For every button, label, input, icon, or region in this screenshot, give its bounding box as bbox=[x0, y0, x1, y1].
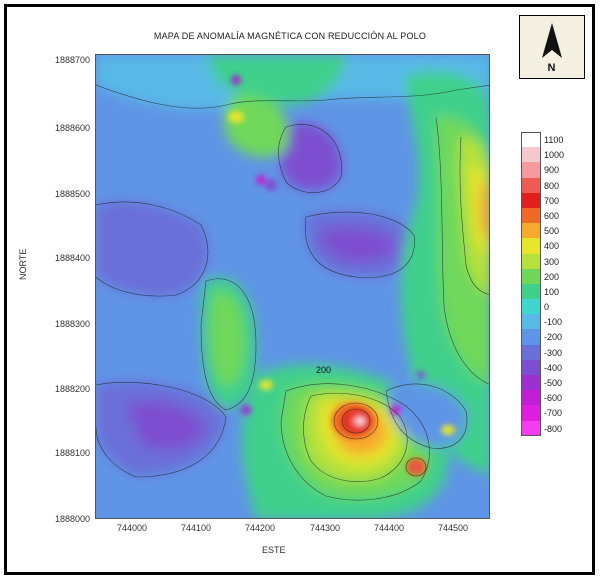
legend-swatch bbox=[521, 268, 541, 284]
legend-swatch bbox=[521, 147, 541, 163]
legend-label: 600 bbox=[544, 210, 560, 221]
legend-label: -200 bbox=[544, 332, 563, 343]
legend-label: 1000 bbox=[544, 150, 565, 161]
legend-swatch bbox=[521, 253, 541, 269]
legend-label: 500 bbox=[544, 226, 560, 237]
x-tick-label: 744100 bbox=[180, 523, 212, 533]
legend-swatch bbox=[521, 223, 541, 239]
legend-swatch bbox=[521, 420, 541, 436]
legend-label: 200 bbox=[544, 271, 560, 282]
legend-label: -600 bbox=[544, 393, 563, 404]
legend-label: 100 bbox=[544, 286, 560, 297]
legend-swatch bbox=[521, 405, 541, 421]
legend-label: 1100 bbox=[544, 135, 564, 145]
legend-swatch bbox=[521, 344, 541, 360]
legend-label: 700 bbox=[544, 195, 560, 206]
legend-swatch bbox=[521, 192, 541, 208]
legend-swatch bbox=[521, 207, 541, 224]
north-arrow-box: N bbox=[519, 15, 585, 79]
x-axis-title: ESTE bbox=[262, 545, 286, 555]
contour-line bbox=[96, 84, 489, 109]
north-letter: N bbox=[548, 62, 556, 74]
contour-label: 200 bbox=[316, 365, 331, 375]
legend-swatch bbox=[521, 238, 541, 254]
anomaly-low-north bbox=[278, 122, 342, 191]
contour-map[interactable]: 200 bbox=[95, 54, 490, 519]
legend-swatch bbox=[521, 390, 541, 406]
y-tick-label: 1888300 bbox=[54, 319, 90, 329]
y-tick-label: 1888400 bbox=[54, 253, 90, 263]
legend-label: 400 bbox=[544, 241, 560, 252]
y-tick-label: 1888500 bbox=[54, 189, 90, 199]
legend-swatch bbox=[521, 299, 541, 315]
legend-swatch bbox=[521, 132, 541, 148]
legend-label: -700 bbox=[544, 408, 563, 419]
legend-label: -500 bbox=[544, 378, 563, 388]
legend-swatch bbox=[521, 359, 541, 375]
x-tick-label: 744200 bbox=[244, 523, 276, 533]
legend-label: 0 bbox=[544, 302, 550, 313]
legend-label: -300 bbox=[544, 347, 563, 358]
legend-swatch bbox=[521, 162, 541, 178]
y-tick-label: 1888700 bbox=[54, 55, 90, 65]
legend-label: -400 bbox=[544, 362, 563, 373]
x-tick-label: 744300 bbox=[309, 523, 341, 533]
map-title: MAPA DE ANOMALÍA MAGNÉTICA CON REDUCCIÓN… bbox=[153, 31, 427, 41]
legend-label: 300 bbox=[544, 256, 560, 267]
y-tick-label: 1888100 bbox=[54, 448, 90, 458]
legend-swatch bbox=[521, 329, 541, 345]
y-tick-label: 1888200 bbox=[54, 384, 90, 394]
anomaly-low-west bbox=[96, 201, 208, 296]
legend-label: -800 bbox=[544, 423, 563, 434]
legend-swatch bbox=[521, 375, 541, 391]
legend-label: 800 bbox=[544, 180, 560, 191]
y-axis-title: NORTE bbox=[18, 248, 28, 280]
y-tick-label: 1888000 bbox=[54, 514, 90, 524]
legend-label: 900 bbox=[544, 165, 560, 176]
legend-label: -100 bbox=[544, 317, 563, 328]
x-tick-label: 744000 bbox=[116, 523, 148, 533]
x-tick-label: 744500 bbox=[437, 523, 469, 533]
x-tick-label: 744400 bbox=[373, 523, 405, 533]
north-arrow-icon: N bbox=[542, 23, 562, 74]
y-tick-label: 1888600 bbox=[54, 123, 90, 133]
legend-swatch bbox=[521, 177, 541, 193]
legend-swatch bbox=[521, 283, 541, 300]
legend-swatch bbox=[521, 314, 541, 330]
